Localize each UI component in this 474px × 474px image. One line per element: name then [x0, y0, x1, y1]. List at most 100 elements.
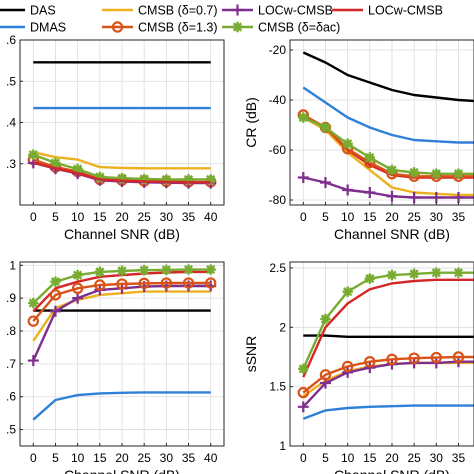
y-tick-label: -60	[269, 143, 287, 157]
x-axis: 0 5 10 15 20 25 30 35 40 Channel SNR (dB)	[30, 202, 218, 242]
series-line	[302, 86, 474, 144]
series-line	[302, 51, 474, 103]
legend-marker	[232, 21, 243, 33]
series-cmsb-1-3-4	[297, 109, 474, 182]
x-tick-label: 35	[452, 451, 466, 465]
y-tick-label: .5	[6, 423, 16, 437]
data-point	[297, 172, 309, 183]
series-line	[32, 281, 211, 322]
x-tick-label: 5	[52, 210, 59, 224]
y-axis: 1 .9 .8 .7 .6 .5	[6, 258, 23, 437]
series-line	[302, 360, 474, 408]
x-tick-label: 25	[407, 210, 421, 224]
data-point	[408, 167, 420, 178]
series-dmas-1	[32, 391, 211, 421]
series-line	[302, 355, 474, 394]
data-point	[431, 168, 442, 179]
x-axis-title: Channel SNR (dB)	[64, 226, 180, 242]
data-point	[431, 267, 442, 278]
legend: DAS CMSB (δ=0.7) LOCw-CMSB LOCw-CMSB DMAS CMS…	[0, 4, 443, 35]
x-tick-label: 0	[30, 210, 37, 224]
y-axis-title: CR (dB)	[243, 97, 259, 148]
panel-top-left: 0 5 10 15 20 25 30 35 40 Channel SNR (dB) .3 .4 .5 .6	[6, 33, 225, 242]
plot-frame	[289, 261, 474, 447]
y-tick-label: -80	[269, 193, 287, 207]
y-tick-label: .6	[6, 390, 16, 404]
data-point	[364, 273, 376, 284]
data-point	[297, 386, 310, 399]
data-point	[298, 363, 309, 375]
y-axis: -20 -40 -60 -80 CR (dB)	[243, 43, 293, 207]
y-tick-label: 2.5	[269, 261, 286, 275]
x-tick-label: 15	[363, 451, 377, 465]
legend-label: DAS	[30, 4, 56, 18]
series-das-0	[303, 334, 474, 338]
x-tick-label: 10	[341, 451, 355, 465]
series-dmas-1	[302, 404, 474, 420]
x-tick-label: 15	[93, 451, 107, 465]
series-locw-cmsb-6	[32, 161, 211, 184]
series-locw-cmsb-5	[302, 278, 474, 378]
x-tick-label: 15	[93, 210, 107, 224]
series-cmsb-0-7-2	[302, 361, 474, 398]
data-point	[28, 149, 39, 160]
x-tick-label: 30	[160, 210, 174, 224]
data-point	[342, 366, 354, 378]
data-point	[182, 277, 195, 289]
y-tick-label: -20	[269, 43, 287, 57]
legend-marker	[232, 4, 243, 16]
x-tick-label: 30	[430, 451, 444, 465]
x-axis-title: Channel SNR (dB)	[334, 467, 450, 474]
data-point	[430, 192, 442, 203]
legend-label: LOCw-CMSB	[368, 4, 443, 18]
data-point	[364, 362, 376, 374]
series-line	[32, 391, 211, 421]
legend-item-locw-cmsb-3: LOCw-CMSB	[332, 4, 443, 18]
legend-label: DMAS	[30, 21, 66, 35]
x-tick-label: 35	[182, 451, 196, 465]
data-point	[205, 174, 216, 185]
data-point	[94, 279, 106, 291]
x-tick-label: 35	[182, 210, 196, 224]
y-tick-label: .5	[6, 74, 16, 88]
data-point	[116, 265, 128, 277]
y-tick-label: 1	[9, 258, 16, 272]
data-point	[453, 267, 464, 278]
series-locw-cmsb-3	[297, 356, 474, 413]
series-line	[33, 151, 211, 170]
legend-label: CMSB (δ=δac)	[258, 21, 340, 35]
series-das-0	[302, 51, 474, 103]
data-point	[161, 174, 172, 185]
x-tick-label: 30	[430, 210, 444, 224]
data-point	[408, 352, 420, 364]
data-point	[408, 268, 420, 280]
data-point	[50, 276, 61, 287]
legend-marker	[111, 21, 124, 33]
x-tick-label: 5	[322, 210, 329, 224]
series-cmsb-0-7-2	[302, 116, 474, 197]
data-point	[341, 360, 354, 373]
x-tick-label: 20	[115, 210, 129, 224]
data-point	[72, 269, 83, 281]
legend-item-locw-cmsb-2: LOCw-CMSB	[222, 4, 333, 18]
x-tick-label: 40	[204, 451, 218, 465]
data-point	[71, 282, 84, 294]
data-point	[452, 192, 464, 203]
data-point	[28, 297, 39, 309]
data-point	[72, 292, 84, 304]
x-tick-label: 0	[300, 210, 307, 224]
series-cmsb-1-3-6	[27, 277, 217, 327]
y-axis: .3 .4 .5 .6	[6, 33, 23, 171]
data-point	[183, 174, 194, 185]
y-tick-label: .8	[6, 324, 16, 338]
legend-item-cmsb-1-3-5: CMSB (δ=1.3)	[102, 21, 218, 35]
data-point	[183, 264, 194, 275]
data-point	[138, 173, 150, 185]
series-locw-cmsb-6	[297, 172, 474, 203]
x-tick-label: 5	[322, 451, 329, 465]
x-tick-label: 20	[385, 210, 399, 224]
